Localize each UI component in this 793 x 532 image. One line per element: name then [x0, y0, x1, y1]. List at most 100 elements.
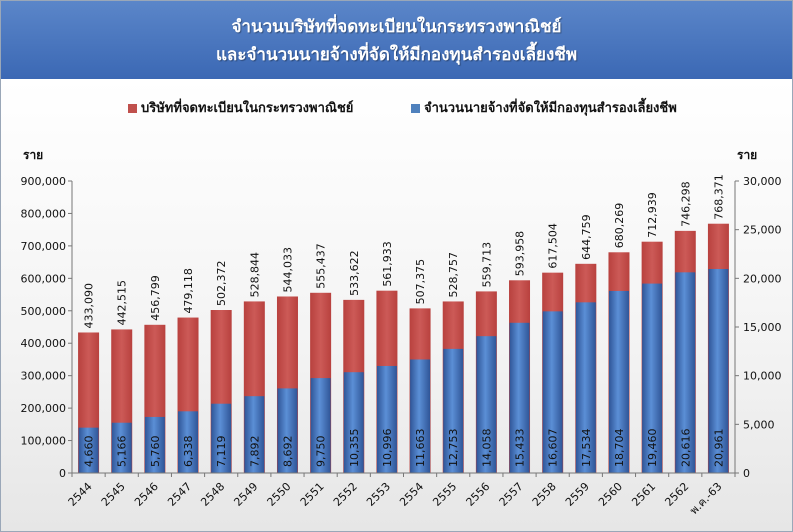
data-label-employers: 18,704: [613, 429, 626, 468]
right-axis-tick-label: 30,000: [743, 175, 782, 188]
data-label-companies: 593,958: [514, 231, 527, 277]
x-axis-category-label: 2557: [497, 480, 526, 509]
data-label-employers: 5,760: [149, 436, 162, 468]
x-axis-category-label: 2545: [99, 480, 128, 509]
x-axis-category-label: 2553: [364, 480, 393, 509]
bar-employers: [708, 268, 729, 473]
left-axis-tick-label: 0: [59, 467, 66, 480]
data-label-companies: 456,799: [149, 275, 162, 321]
data-label-employers: 4,660: [83, 436, 96, 468]
data-label-companies: 544,033: [281, 247, 294, 293]
data-label-employers: 17,534: [580, 429, 593, 468]
data-label-employers: 5,166: [116, 436, 129, 468]
right-axis-tick-label: 10,000: [743, 370, 782, 383]
bar-employers: [178, 411, 199, 473]
bar-employers: [144, 416, 165, 473]
bar-employers: [476, 336, 497, 473]
x-axis-category-label: 2550: [265, 480, 294, 509]
right-axis-tick-label: 15,000: [743, 321, 782, 334]
bar-employers: [410, 359, 431, 473]
left-axis-tick-label: 300,000: [21, 370, 67, 383]
legend-item-employers: จำนวนนายจ้างที่จัดให้มีกองทุนสำรองเลี้ยง…: [411, 97, 677, 118]
bar-employers: [277, 388, 298, 473]
data-label-companies: 746,298: [679, 181, 692, 227]
data-label-companies: 442,515: [116, 280, 129, 326]
chart-title-line-1: จำนวนบริษัทที่จดทะเบียนในกระทรวงพาณิชย์: [231, 17, 562, 37]
data-label-companies: 533,622: [348, 250, 361, 296]
legend-swatch-companies: [128, 104, 137, 113]
data-label-companies: 680,269: [613, 203, 626, 249]
bar-employers: [244, 396, 265, 473]
x-axis-category-label: 2555: [430, 480, 459, 509]
data-label-companies: 479,118: [182, 268, 195, 314]
bar-employers: [642, 283, 663, 473]
bar-employers: [675, 272, 696, 473]
x-axis-category-label: 2548: [198, 480, 227, 509]
left-axis-tick-label: 500,000: [21, 305, 67, 318]
data-label-employers: 9,750: [315, 436, 328, 468]
bar-employers: [343, 372, 364, 473]
bar-employers: [211, 403, 232, 473]
legend-swatch-employers: [411, 104, 420, 113]
data-label-employers: 14,058: [480, 429, 493, 468]
data-label-employers: 7,119: [215, 436, 228, 468]
title-bar: จำนวนบริษัทที่จดทะเบียนในกระทรวงพาณิชย์ …: [1, 1, 792, 79]
data-label-companies: 555,437: [315, 243, 328, 289]
left-axis-tick-label: 700,000: [21, 240, 67, 253]
data-label-companies: 644,759: [580, 214, 593, 260]
data-label-employers: 12,753: [447, 429, 460, 468]
x-axis-category-label: 2556: [464, 480, 493, 509]
right-axis-unit: ราย: [737, 148, 758, 162]
x-axis-category-label: 2552: [331, 480, 360, 509]
data-label-employers: 16,607: [547, 429, 560, 468]
data-label-companies: 502,372: [215, 261, 228, 306]
bar-employers: [542, 311, 563, 473]
left-axis-unit: ราย: [23, 148, 44, 162]
data-label-companies: 617,504: [547, 223, 560, 269]
data-label-employers: 15,433: [514, 429, 527, 468]
x-axis-category-label: 2554: [397, 480, 426, 509]
legend-label-employers: จำนวนนายจ้างที่จัดให้มีกองทุนสำรองเลี้ยง…: [424, 101, 677, 116]
right-axis-tick-label: 0: [743, 467, 750, 480]
legend-label-companies: บริษัทที่จดทะเบียนในกระทรวงพาณิชย์: [141, 101, 354, 116]
left-axis-tick-label: 400,000: [21, 337, 67, 350]
x-axis-category-label: 2546: [132, 480, 161, 509]
data-label-companies: 433,090: [83, 283, 96, 329]
data-label-companies: 559,713: [480, 242, 493, 288]
bar-employers: [575, 302, 596, 473]
bar-employers: [111, 422, 132, 473]
legend-item-companies: บริษัทที่จดทะเบียนในกระทรวงพาณิชย์: [128, 97, 353, 118]
bar-employers: [78, 427, 99, 473]
bar-employers: [509, 322, 530, 473]
left-axis-tick-label: 600,000: [21, 272, 67, 285]
data-label-employers: 19,460: [646, 429, 659, 468]
left-axis-tick-label: 900,000: [21, 175, 67, 188]
x-axis-category-label: 2558: [530, 480, 559, 509]
data-label-companies: 507,375: [414, 259, 427, 305]
x-axis-category-label: 2549: [231, 480, 260, 509]
data-label-employers: 6,338: [182, 436, 195, 468]
right-axis-tick-label: 5,000: [743, 418, 775, 431]
right-axis-tick-label: 25,000: [743, 224, 782, 237]
bar-employers: [443, 348, 464, 473]
bar-employers: [608, 290, 629, 473]
bar-employers: [376, 365, 397, 473]
x-axis-category-label: 2559: [563, 480, 592, 509]
data-label-companies: 528,757: [447, 252, 460, 298]
data-label-employers: 10,996: [381, 429, 394, 468]
x-axis-category-label: 2551: [298, 480, 327, 509]
left-axis-tick-label: 800,000: [21, 207, 67, 220]
x-axis-category-label: 2562: [662, 480, 691, 509]
bar-employers: [310, 378, 331, 473]
data-label-employers: 10,355: [348, 429, 361, 468]
chart-title-line-2: และจำนวนนายจ้างที่จัดให้มีกองทุนสำรองเลี…: [215, 45, 578, 65]
data-label-companies: 528,844: [248, 252, 261, 298]
x-axis-category-label: 2560: [596, 480, 625, 509]
x-axis-category-label: 2544: [66, 480, 95, 509]
data-label-employers: 11,663: [414, 429, 427, 468]
data-label-companies: 561,933: [381, 241, 394, 287]
data-label-companies: 768,371: [712, 174, 725, 220]
data-label-employers: 7,892: [248, 436, 261, 468]
